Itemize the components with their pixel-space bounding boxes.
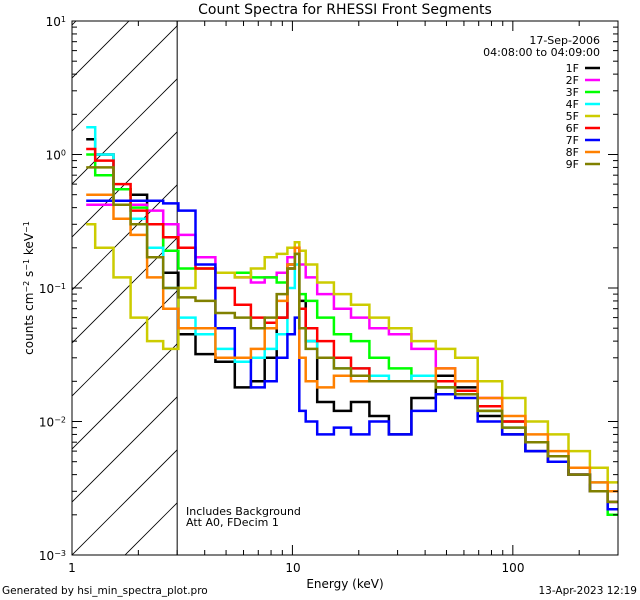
legend-label-5F: 5F xyxy=(566,110,579,123)
legend-label-3F: 3F xyxy=(566,86,579,99)
annotation-attenuator: Att A0, FDecim 1 xyxy=(186,516,279,529)
series-8F xyxy=(86,193,618,493)
plot-frame xyxy=(71,20,619,556)
y-axis-ticks xyxy=(72,20,618,556)
legend-label-7F: 7F xyxy=(566,134,579,147)
legend-label-4F: 4F xyxy=(566,98,579,111)
annotation-date: 17-Sep-2006 xyxy=(529,34,600,47)
hatch-line xyxy=(72,237,177,344)
chart-title: Count Spectra for RHESSI Front Segments xyxy=(198,2,492,18)
hatch-line xyxy=(72,25,177,132)
y-tick-label: 10−1 xyxy=(39,282,66,297)
hatch-line xyxy=(390,21,640,555)
legend-label-1F: 1F xyxy=(566,62,579,75)
hatch-line xyxy=(337,21,640,555)
x-tick-label-100: 100 xyxy=(502,561,525,575)
legend-label-6F: 6F xyxy=(566,122,579,135)
series-group xyxy=(86,125,618,517)
series-9F xyxy=(86,166,618,504)
annotation-background: Includes Background xyxy=(186,505,301,518)
series-5F xyxy=(86,223,618,484)
series-6F xyxy=(86,147,618,504)
y-tick-label: 101 xyxy=(46,15,66,30)
legend-label-9F: 9F xyxy=(566,158,579,171)
y-tick-label: 10−2 xyxy=(39,415,66,430)
y-tick-label: 10−3 xyxy=(39,549,66,564)
hatch-line xyxy=(72,449,177,555)
legend-label-2F: 2F xyxy=(566,74,579,87)
footer-generated-by: Generated by hsi_min_spectra_plot.pro xyxy=(2,585,208,597)
x-axis-label: Energy (keV) xyxy=(306,577,383,591)
hatched-region xyxy=(0,21,640,555)
hatch-line xyxy=(0,21,23,555)
x-tick-label-1: 1 xyxy=(68,561,76,575)
x-tick-label-10: 10 xyxy=(285,561,300,575)
legend-label-8F: 8F xyxy=(566,146,579,159)
hatch-line xyxy=(72,78,177,185)
series-1F xyxy=(86,138,618,504)
footer-timestamp: 13-Apr-2023 12:19 xyxy=(538,585,637,597)
x-axis-ticks xyxy=(71,21,619,555)
y-tick-labels: 101 100 10−1 10−2 10−3 xyxy=(39,15,66,564)
y-tick-label: 100 xyxy=(46,148,66,163)
annotation-time-range: 04:08:00 to 04:09:00 xyxy=(483,46,600,59)
y-axis-label: counts cm−2 s−1 keV−1 xyxy=(22,221,37,355)
hatch-line xyxy=(124,502,177,555)
hatch-line xyxy=(549,21,640,555)
hatch-line xyxy=(72,396,177,503)
